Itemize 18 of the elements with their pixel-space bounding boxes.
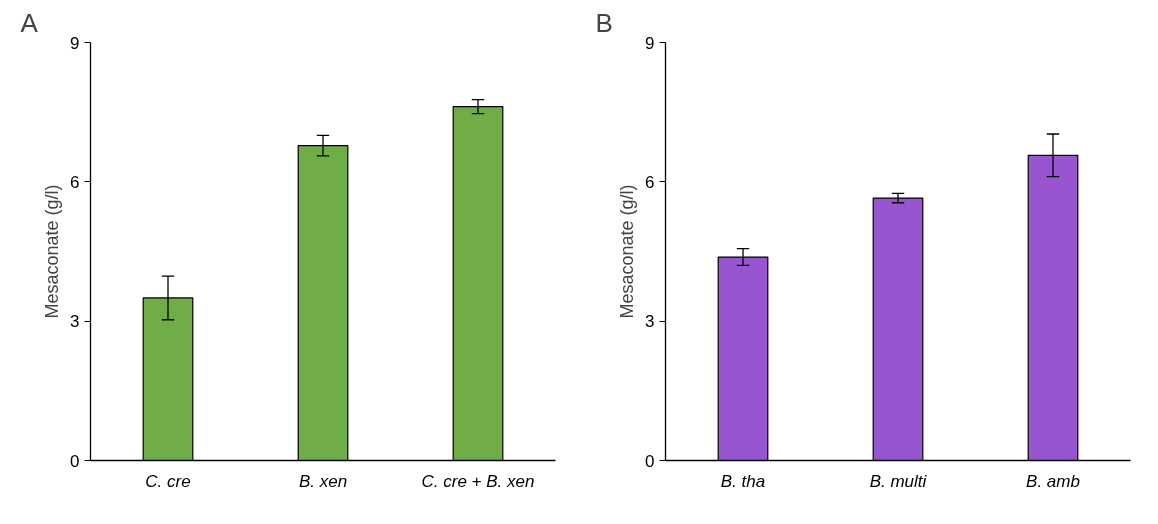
y-axis-title: Mesaconate (g/l)	[617, 184, 638, 319]
y-tick-label: 6	[70, 172, 80, 192]
y-tick-label: 3	[645, 312, 655, 332]
x-tick-label: B. amb	[1026, 471, 1080, 491]
y-tick-label: 9	[70, 33, 80, 53]
y-tick-label: 9	[645, 33, 655, 53]
x-tick-label: B. multi	[869, 471, 928, 491]
x-tick-label: C. cre	[145, 471, 191, 491]
y-tick-label: 6	[645, 172, 655, 192]
y-tick-label: 0	[645, 451, 655, 471]
y-axis-title: Mesaconate (g/l)	[42, 184, 63, 319]
y-tick-label: 3	[70, 312, 80, 332]
chart-title: A	[20, 7, 39, 38]
chart-title: B	[595, 7, 613, 38]
y-tick-label: 0	[70, 451, 80, 471]
x-tick-label: B. tha	[720, 471, 766, 491]
x-tick-label: C. cre + B. xen	[421, 471, 535, 491]
x-tick-label: B. xen	[298, 471, 348, 491]
